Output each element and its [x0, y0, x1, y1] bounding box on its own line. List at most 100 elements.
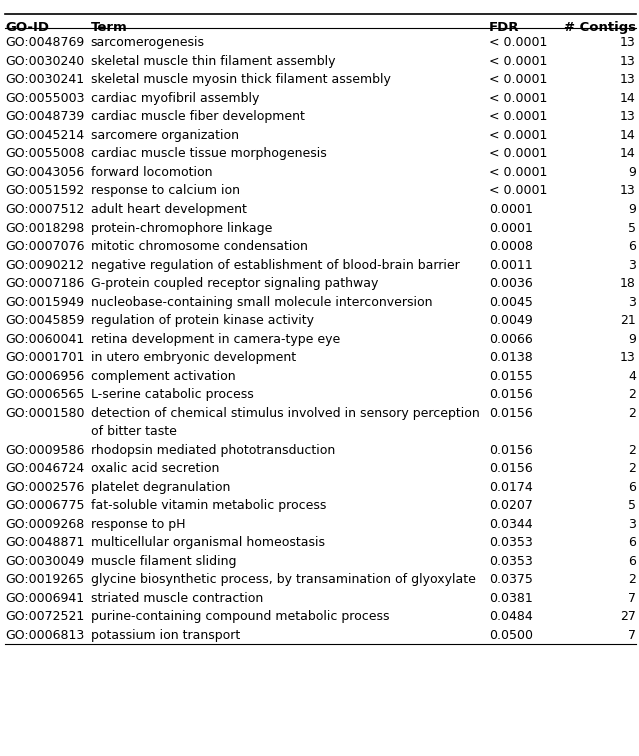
Text: sarcomere organization: sarcomere organization [91, 129, 239, 142]
Text: < 0.0001: < 0.0001 [489, 73, 547, 86]
Text: purine-containing compound metabolic process: purine-containing compound metabolic pro… [91, 610, 389, 624]
Text: L-serine catabolic process: L-serine catabolic process [91, 388, 254, 401]
Text: multicellular organismal homeostasis: multicellular organismal homeostasis [91, 536, 325, 550]
Text: mitotic chromosome condensation: mitotic chromosome condensation [91, 240, 307, 253]
Text: GO:0007512: GO:0007512 [5, 203, 84, 216]
Text: 0.0156: 0.0156 [489, 462, 532, 476]
Text: < 0.0001: < 0.0001 [489, 184, 547, 197]
Text: 2: 2 [628, 573, 636, 587]
Text: 5: 5 [627, 222, 636, 234]
Text: < 0.0001: < 0.0001 [489, 110, 547, 123]
Text: < 0.0001: < 0.0001 [489, 147, 547, 160]
Text: GO:0001580: GO:0001580 [5, 407, 84, 420]
Text: 2: 2 [628, 444, 636, 457]
Text: 6: 6 [628, 536, 636, 550]
Text: GO:0006813: GO:0006813 [5, 629, 84, 642]
Text: 2: 2 [628, 462, 636, 476]
Text: 13: 13 [620, 184, 636, 197]
Text: Term: Term [91, 21, 128, 34]
Text: response to pH: response to pH [91, 518, 185, 531]
Text: protein-chromophore linkage: protein-chromophore linkage [91, 222, 272, 234]
Text: GO:0030240: GO:0030240 [5, 55, 84, 68]
Text: 5: 5 [627, 499, 636, 513]
Text: 18: 18 [620, 277, 636, 290]
Text: GO:0060041: GO:0060041 [5, 333, 84, 345]
Text: 4: 4 [628, 370, 636, 383]
Text: skeletal muscle myosin thick filament assembly: skeletal muscle myosin thick filament as… [91, 73, 390, 86]
Text: detection of chemical stimulus involved in sensory perception: detection of chemical stimulus involved … [91, 407, 479, 420]
Text: 9: 9 [628, 333, 636, 345]
Text: retina development in camera-type eye: retina development in camera-type eye [91, 333, 340, 345]
Text: GO:0046724: GO:0046724 [5, 462, 84, 476]
Text: 0.0353: 0.0353 [489, 536, 532, 550]
Text: adult heart development: adult heart development [91, 203, 247, 216]
Text: GO:0055008: GO:0055008 [5, 147, 85, 160]
Text: cardiac muscle fiber development: cardiac muscle fiber development [91, 110, 305, 123]
Text: 2: 2 [628, 407, 636, 420]
Text: GO:0045214: GO:0045214 [5, 129, 84, 142]
Text: nucleobase-containing small molecule interconversion: nucleobase-containing small molecule int… [91, 296, 432, 308]
Text: 0.0500: 0.0500 [489, 629, 533, 642]
Text: 0.0156: 0.0156 [489, 388, 532, 401]
Text: < 0.0001: < 0.0001 [489, 166, 547, 179]
Text: 14: 14 [620, 147, 636, 160]
Text: 0.0353: 0.0353 [489, 555, 532, 568]
Text: 6: 6 [628, 555, 636, 568]
Text: 21: 21 [620, 314, 636, 327]
Text: 0.0484: 0.0484 [489, 610, 532, 624]
Text: 0.0001: 0.0001 [489, 222, 533, 234]
Text: of bitter taste: of bitter taste [91, 425, 176, 438]
Text: 2: 2 [628, 388, 636, 401]
Text: 13: 13 [620, 55, 636, 68]
Text: 0.0011: 0.0011 [489, 259, 532, 271]
Text: 3: 3 [628, 259, 636, 271]
Text: GO-ID: GO-ID [5, 21, 49, 34]
Text: GO:0045859: GO:0045859 [5, 314, 84, 327]
Text: 0.0344: 0.0344 [489, 518, 532, 531]
Text: negative regulation of establishment of blood-brain barrier: negative regulation of establishment of … [91, 259, 459, 271]
Text: 0.0001: 0.0001 [489, 203, 533, 216]
Text: GO:0015949: GO:0015949 [5, 296, 84, 308]
Text: 0.0036: 0.0036 [489, 277, 532, 290]
Text: muscle filament sliding: muscle filament sliding [91, 555, 236, 568]
Text: 3: 3 [628, 296, 636, 308]
Text: cardiac myofibril assembly: cardiac myofibril assembly [91, 91, 259, 105]
Text: rhodopsin mediated phototransduction: rhodopsin mediated phototransduction [91, 444, 335, 457]
Text: GO:0007186: GO:0007186 [5, 277, 84, 290]
Text: 0.0156: 0.0156 [489, 407, 532, 420]
Text: 6: 6 [628, 481, 636, 494]
Text: GO:0002576: GO:0002576 [5, 481, 84, 494]
Text: G-protein coupled receptor signaling pathway: G-protein coupled receptor signaling pat… [91, 277, 378, 290]
Text: 13: 13 [620, 110, 636, 123]
Text: 13: 13 [620, 73, 636, 86]
Text: 9: 9 [628, 203, 636, 216]
Text: sarcomerogenesis: sarcomerogenesis [91, 36, 204, 49]
Text: skeletal muscle thin filament assembly: skeletal muscle thin filament assembly [91, 55, 335, 68]
Text: glycine biosynthetic process, by transamination of glyoxylate: glycine biosynthetic process, by transam… [91, 573, 475, 587]
Text: GO:0006941: GO:0006941 [5, 592, 84, 605]
Text: GO:0009268: GO:0009268 [5, 518, 84, 531]
Text: 0.0008: 0.0008 [489, 240, 533, 253]
Text: 0.0045: 0.0045 [489, 296, 533, 308]
Text: platelet degranulation: platelet degranulation [91, 481, 230, 494]
Text: 6: 6 [628, 240, 636, 253]
Text: GO:0006565: GO:0006565 [5, 388, 84, 401]
Text: GO:0001701: GO:0001701 [5, 351, 84, 364]
Text: GO:0009586: GO:0009586 [5, 444, 84, 457]
Text: 13: 13 [620, 351, 636, 364]
Text: 7: 7 [627, 592, 636, 605]
Text: FDR: FDR [489, 21, 520, 34]
Text: 9: 9 [628, 166, 636, 179]
Text: 14: 14 [620, 91, 636, 105]
Text: 0.0207: 0.0207 [489, 499, 533, 513]
Text: 0.0174: 0.0174 [489, 481, 532, 494]
Text: GO:0030241: GO:0030241 [5, 73, 84, 86]
Text: fat-soluble vitamin metabolic process: fat-soluble vitamin metabolic process [91, 499, 326, 513]
Text: oxalic acid secretion: oxalic acid secretion [91, 462, 219, 476]
Text: < 0.0001: < 0.0001 [489, 55, 547, 68]
Text: 14: 14 [620, 129, 636, 142]
Text: GO:0007076: GO:0007076 [5, 240, 84, 253]
Text: 0.0066: 0.0066 [489, 333, 532, 345]
Text: GO:0043056: GO:0043056 [5, 166, 84, 179]
Text: 0.0138: 0.0138 [489, 351, 532, 364]
